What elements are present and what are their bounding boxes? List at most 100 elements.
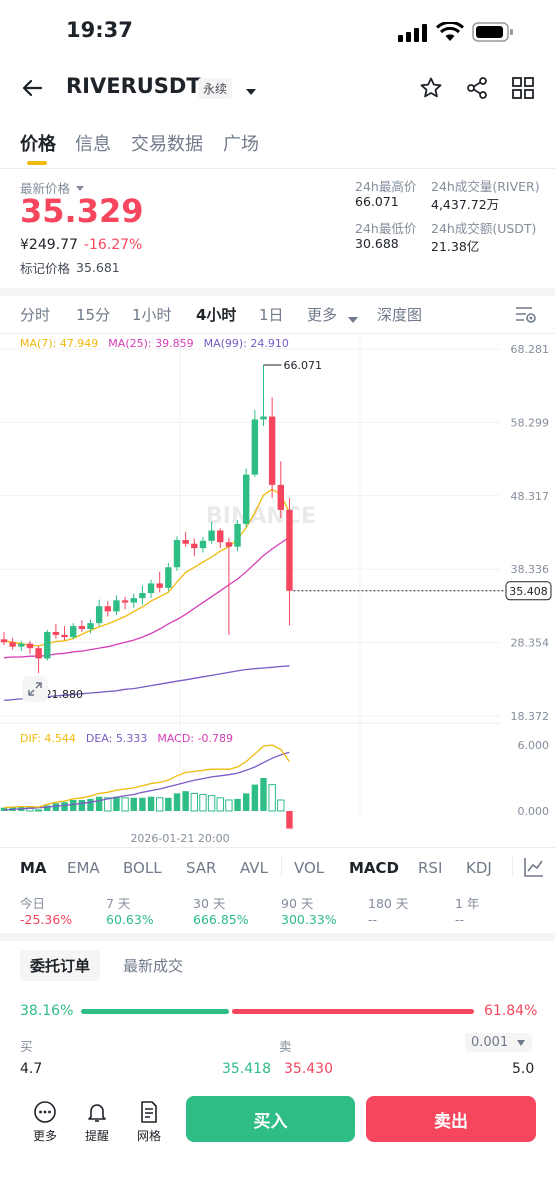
candlestick-chart[interactable]: 68.281 58.299 48.317 38.336 28.354 18.372 BINA… <box>0 335 555 855</box>
tab-order-book[interactable]: 委托订单 <box>20 950 101 981</box>
macd-histogram-bar <box>190 792 199 812</box>
candle-body <box>139 592 146 599</box>
stat-volume-label: 24h成交量(RIVER) <box>431 179 540 194</box>
chart-settings-icon[interactable] <box>514 303 538 329</box>
perf-label-30d: 30 天 <box>193 896 226 911</box>
last-price-label: 最新价格 <box>20 181 71 196</box>
ratio-bar-sell <box>232 1009 474 1014</box>
tab-square[interactable]: 广场 <box>223 134 259 155</box>
more-button[interactable]: 更多 <box>25 1100 65 1144</box>
tab-info[interactable]: 信息 <box>75 134 111 155</box>
indicator-rsi[interactable]: RSI <box>418 859 443 877</box>
candle-body <box>44 631 51 659</box>
stat-amount-label: 24h成交额(USDT) <box>431 221 537 236</box>
indicator-sar[interactable]: SAR <box>186 859 217 877</box>
macd-histogram-bar <box>216 797 224 812</box>
macd-histogram-bar <box>95 796 103 811</box>
macd-value-legend: MACD: -0.789 <box>157 732 233 745</box>
price-type-dropdown-icon <box>76 185 85 191</box>
tab-price[interactable]: 价格 <box>20 134 56 155</box>
interval-line[interactable]: 分时 <box>20 306 51 324</box>
indicator-macd[interactable]: MACD <box>349 859 399 877</box>
indicator-kdj[interactable]: KDJ <box>466 859 492 877</box>
indicator-separator-right <box>512 857 513 877</box>
indicator-settings-icon[interactable] <box>523 856 545 882</box>
wifi-icon <box>435 20 465 46</box>
interval-more[interactable]: 更多 <box>307 306 338 324</box>
more-dots-icon <box>34 1101 56 1123</box>
candle-body <box>268 416 276 485</box>
candle-body <box>61 634 68 638</box>
sell-label: 卖 <box>279 1039 292 1054</box>
y-tick-label: 58.299 <box>511 416 550 429</box>
alert-label: 提醒 <box>84 1129 109 1143</box>
macd-histogram-bar <box>225 799 233 812</box>
indicator-vol[interactable]: VOL <box>294 859 325 877</box>
fullscreen-button[interactable] <box>22 676 48 702</box>
grid-trading-button[interactable]: 网格 <box>129 1100 169 1144</box>
tabs-divider <box>0 168 555 169</box>
candle-body <box>286 509 293 591</box>
candle-body <box>130 598 137 603</box>
candle-body <box>78 626 86 630</box>
perf-value-90d: 300.33% <box>281 912 337 927</box>
macd-histogram-bar <box>173 793 181 811</box>
perf-label-180d: 180 天 <box>368 896 409 911</box>
battery-icon <box>472 22 514 46</box>
candle-body <box>199 540 207 549</box>
buy-button[interactable]: 买入 <box>186 1096 355 1142</box>
y-tick-label: 68.281 <box>511 343 550 356</box>
candle-body <box>0 639 8 643</box>
share-icon[interactable] <box>465 76 489 104</box>
interval-1h[interactable]: 1小时 <box>132 306 172 324</box>
candle-body <box>70 626 77 638</box>
favorite-star-icon[interactable] <box>419 76 443 104</box>
symbol-dropdown-icon[interactable] <box>245 82 257 101</box>
interval-4h[interactable]: 4小时 <box>196 306 237 324</box>
candle-body <box>182 540 189 544</box>
stat-high: 66.071 <box>355 194 399 209</box>
back-arrow-icon[interactable] <box>20 76 44 104</box>
ma-legend: MA(7): 47.949 MA(25): 39.859 MA(99): 24.… <box>20 337 289 350</box>
candle-body <box>225 542 233 547</box>
candle-body <box>173 540 181 568</box>
mark-price: 35.681 <box>76 260 120 275</box>
macd-histogram-bar <box>165 797 172 811</box>
macd-histogram-bar <box>139 797 146 811</box>
symbol-title[interactable]: RIVERUSDT <box>66 74 201 98</box>
grid-menu-icon[interactable] <box>511 76 535 104</box>
signal-icon <box>398 24 428 46</box>
bid-price: 35.418 <box>222 1061 271 1077</box>
tab-trading-data[interactable]: 交易数据 <box>131 134 203 155</box>
perf-label-90d: 90 天 <box>281 896 314 911</box>
dea-line <box>3 751 290 811</box>
interval-15m[interactable]: 15分 <box>76 306 111 324</box>
grid-label: 网格 <box>136 1129 161 1143</box>
sell-button[interactable]: 卖出 <box>366 1096 536 1142</box>
interval-1d[interactable]: 1日 <box>259 306 284 324</box>
tab-recent-trades[interactable]: 最新成交 <box>123 957 184 975</box>
macd-histogram-bar <box>52 803 60 811</box>
macd-histogram-bar <box>277 799 285 812</box>
perf-label-1y: 1 年 <box>455 896 480 911</box>
last-price: 35.329 <box>20 192 144 230</box>
ratio-bar-buy <box>81 1009 230 1014</box>
candle-body <box>217 530 224 543</box>
macd-histogram-bar <box>104 797 112 812</box>
candle-body <box>121 600 129 603</box>
bid-quantity: 4.7 <box>20 1061 43 1077</box>
indicator-boll[interactable]: BOLL <box>123 859 162 877</box>
sell-ratio: 61.84% <box>484 1003 538 1019</box>
depth-chart-tab[interactable]: 深度图 <box>377 306 423 324</box>
candle-body <box>156 583 163 588</box>
macd-histogram-bar <box>182 791 189 811</box>
indicator-avl[interactable]: AVL <box>240 859 268 877</box>
more-dropdown-icon[interactable] <box>347 310 359 329</box>
section-gap <box>0 288 555 296</box>
indicator-ma[interactable]: MA <box>20 859 47 877</box>
precision-select[interactable]: 0.001 <box>465 1033 533 1052</box>
candle-body <box>243 474 250 524</box>
candle-body <box>52 631 60 635</box>
alert-button[interactable]: 提醒 <box>77 1100 117 1144</box>
indicator-ema[interactable]: EMA <box>67 859 100 877</box>
